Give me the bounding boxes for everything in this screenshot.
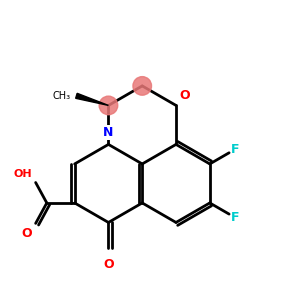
Text: O: O	[103, 258, 114, 271]
Circle shape	[133, 76, 152, 95]
Text: F: F	[231, 211, 239, 224]
Polygon shape	[76, 93, 108, 105]
Text: O: O	[180, 89, 190, 102]
Circle shape	[99, 96, 118, 115]
Text: O: O	[21, 227, 32, 240]
Text: N: N	[103, 126, 114, 139]
Text: OH: OH	[13, 169, 32, 179]
Text: F: F	[231, 142, 239, 156]
Text: CH₃: CH₃	[53, 91, 71, 101]
